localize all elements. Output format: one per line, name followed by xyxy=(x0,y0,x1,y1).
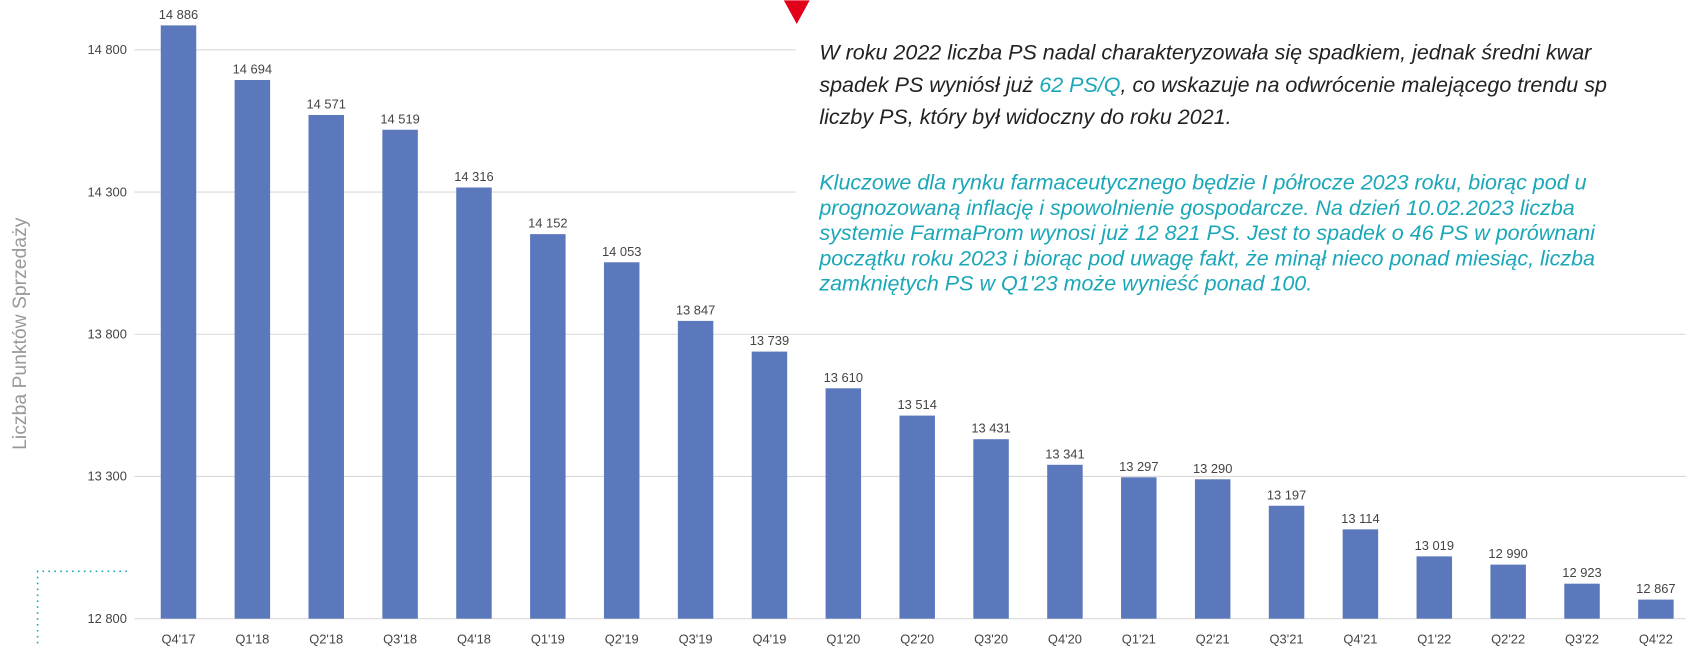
data-label: 14 571 xyxy=(307,97,346,112)
marker xyxy=(783,0,810,25)
data-label: 13 290 xyxy=(1193,461,1232,476)
data-label: 14 316 xyxy=(454,169,493,184)
bar xyxy=(1342,529,1379,619)
x-tick-label: Q3'18 xyxy=(383,631,417,646)
x-tick-label: Q1'21 xyxy=(1122,631,1156,646)
x-tick-label: Q1'22 xyxy=(1417,631,1451,646)
data-label: 14 519 xyxy=(380,111,419,126)
data-label: 12 990 xyxy=(1488,546,1527,561)
bar xyxy=(234,79,271,619)
data-label: 13 610 xyxy=(824,370,863,385)
bar xyxy=(1416,556,1453,619)
x-tick-label: Q1'20 xyxy=(826,631,860,646)
annotation: spadek PS wyniósł już 62 PS/Q, co wskazu… xyxy=(819,73,1607,97)
bar xyxy=(308,114,344,619)
x-tick-label: Q4'21 xyxy=(1343,631,1377,646)
x-tick-label: Q3'19 xyxy=(679,631,713,646)
data-label: 14 053 xyxy=(602,244,641,259)
y-tick-label: 13 800 xyxy=(87,327,126,342)
annotation: systemie FarmaProm wynosi już 12 821 PS.… xyxy=(819,221,1596,245)
annotation-text: spadek PS wyniósł już xyxy=(819,73,1039,97)
annotation-background xyxy=(795,30,1686,300)
data-label: 13 514 xyxy=(897,397,936,412)
bar xyxy=(1047,464,1083,619)
bar xyxy=(973,439,1009,619)
annotation: W roku 2022 liczba PS nadal charakteryzo… xyxy=(819,41,1592,65)
y-tick-label: 14 800 xyxy=(87,42,126,57)
x-tick-label: Q3'22 xyxy=(1565,631,1599,646)
data-label: 14 694 xyxy=(233,62,272,77)
annotation-text: 62 PS/Q xyxy=(1039,73,1121,97)
data-label: 13 431 xyxy=(971,421,1010,436)
bar xyxy=(1638,599,1674,619)
bar xyxy=(677,320,714,619)
data-label: 13 847 xyxy=(676,302,715,317)
annotation-text: W roku 2022 liczba PS nadal charakteryzo… xyxy=(819,41,1592,65)
x-tick-label: Q3'20 xyxy=(974,631,1008,646)
x-tick-label: Q4'22 xyxy=(1639,631,1673,646)
data-label: 13 019 xyxy=(1415,538,1454,553)
bar xyxy=(1490,564,1526,619)
data-label: 12 867 xyxy=(1636,581,1675,596)
data-label: 14 152 xyxy=(528,216,567,231)
bar xyxy=(1564,583,1600,619)
decoration xyxy=(36,570,127,647)
annotation: Kluczowe dla rynku farmaceutycznego będz… xyxy=(819,171,1586,195)
bar xyxy=(160,25,197,619)
x-tick-label: Q4'20 xyxy=(1048,631,1082,646)
data-label: 12 923 xyxy=(1562,565,1601,580)
x-tick-label: Q2'19 xyxy=(605,631,639,646)
x-tick-label: Q4'17 xyxy=(161,631,195,646)
annotation-text: liczby PS, który był widoczny do roku 20… xyxy=(819,105,1231,129)
bar xyxy=(899,415,935,619)
x-tick-label: Q2'20 xyxy=(900,631,934,646)
annotation: początku roku 2023 i biorąc pod uwagę fa… xyxy=(818,246,1595,270)
y-tick-label: 14 300 xyxy=(87,184,126,199)
x-tick-label: Q2'22 xyxy=(1491,631,1525,646)
data-label: 13 197 xyxy=(1267,487,1306,502)
x-tick-label: Q4'18 xyxy=(457,631,491,646)
bar xyxy=(456,187,492,619)
annotation: liczby PS, który był widoczny do roku 20… xyxy=(819,105,1231,129)
annotation-text: , co wskazuje na odwrócenie malejącego t… xyxy=(1121,73,1607,97)
data-label: 13 114 xyxy=(1341,511,1379,526)
x-tick-label: Q3'21 xyxy=(1270,631,1304,646)
x-tick-label: Q4'19 xyxy=(752,631,786,646)
y-tick-label: 12 800 xyxy=(87,611,126,626)
bar xyxy=(751,351,788,619)
x-tick-label: Q1'18 xyxy=(235,631,269,646)
bar xyxy=(382,129,418,619)
bar xyxy=(1268,505,1305,619)
bar xyxy=(603,262,640,619)
y-axis-label: Liczba Punktów Sprzedaży xyxy=(9,217,31,450)
data-label: 13 297 xyxy=(1119,459,1158,474)
data-label: 13 739 xyxy=(750,333,789,348)
bar xyxy=(1194,479,1231,619)
x-tick-label: Q2'21 xyxy=(1196,631,1230,646)
data-label: 14 886 xyxy=(159,7,198,22)
bar xyxy=(825,388,862,619)
annotation: prognozowaną inflację i spowolnienie gos… xyxy=(818,196,1574,220)
y-tick-label: 13 300 xyxy=(87,469,126,484)
x-tick-label: Q2'18 xyxy=(309,631,343,646)
data-label: 13 341 xyxy=(1045,446,1084,461)
bar xyxy=(1121,477,1157,619)
x-tick-label: Q1'19 xyxy=(531,631,565,646)
annotation: zamkniętych PS w Q1'23 może wynieść pona… xyxy=(818,272,1312,296)
bar xyxy=(530,234,566,619)
